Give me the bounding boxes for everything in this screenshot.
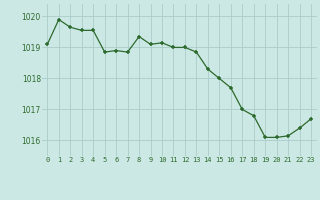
Text: Graphe pression niveau de la mer (hPa): Graphe pression niveau de la mer (hPa) [59, 183, 261, 192]
